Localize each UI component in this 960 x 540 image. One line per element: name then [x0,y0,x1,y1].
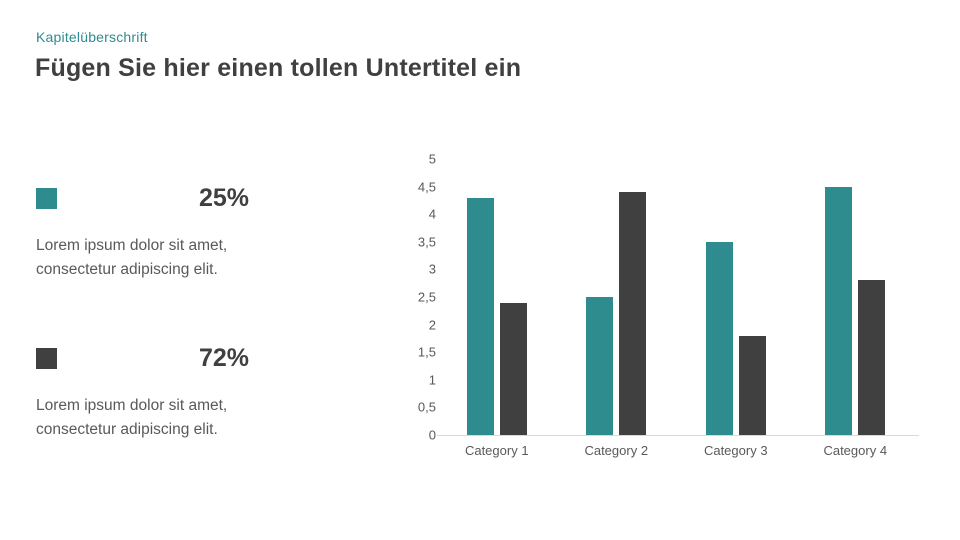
dark-swatch [36,348,57,369]
y-axis-tick-label: 2,5 [417,289,436,305]
bar-series-dark-cat1 [500,303,527,435]
y-axis-tick-label: 0,5 [417,399,436,415]
x-axis-category-label: Category 1 [464,443,529,458]
bar-series-teal-cat1 [467,198,494,435]
x-axis-category-label: Category 4 [823,443,888,458]
chart-plot [437,159,915,435]
y-axis-tick-label: 2 [428,317,436,333]
bar-series-dark-cat2 [619,192,646,435]
bar-series-teal-cat2 [586,297,613,435]
y-axis-tick-label: 1,5 [417,344,436,360]
bar-series-teal-cat4 [825,187,852,435]
teal-swatch [36,188,57,209]
stat-value-dark: 72% [198,344,249,372]
y-axis-tick-label: 1 [428,372,436,388]
y-axis-tick-label: 0 [428,427,436,443]
x-axis-line [437,435,919,436]
slide-title: Fügen Sie hier einen tollen Untertitel e… [35,54,522,82]
x-axis-category-label: Category 2 [584,443,649,458]
x-axis-category-label: Category 3 [703,443,768,458]
stat-block-teal: 25% [36,184,249,212]
stat-description-teal: Lorem ipsum dolor sit amet, consectetur … [36,237,228,279]
stat-block-dark: 72% [36,344,249,372]
bar-series-dark-cat4 [858,280,885,435]
y-axis-tick-label: 4 [428,206,436,222]
bar-series-dark-cat3 [739,336,766,435]
chapter-eyebrow: Kapitelüberschrift [36,29,148,45]
y-axis-tick-label: 4,5 [417,179,436,195]
y-axis-tick-label: 3 [428,261,436,277]
stat-description-dark: Lorem ipsum dolor sit amet, consectetur … [36,397,228,439]
stat-value-teal: 25% [198,184,249,212]
y-axis-tick-label: 3,5 [417,234,436,250]
bar-series-teal-cat3 [706,242,733,435]
bar-chart: 0 0,5 1 1,5 2 2,5 3 3,5 4 4,5 5 Category 1 Category … [405,146,920,458]
y-axis-tick-label: 5 [428,151,436,167]
